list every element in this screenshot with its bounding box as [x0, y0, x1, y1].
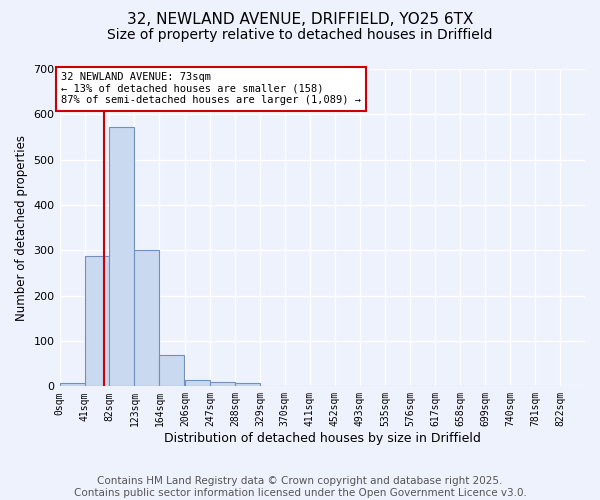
- Bar: [185, 380, 210, 386]
- Bar: [85, 256, 109, 386]
- Bar: [160, 354, 184, 386]
- Bar: [210, 382, 235, 386]
- Text: 32, NEWLAND AVENUE, DRIFFIELD, YO25 6TX: 32, NEWLAND AVENUE, DRIFFIELD, YO25 6TX: [127, 12, 473, 28]
- Bar: [134, 250, 160, 386]
- Y-axis label: Number of detached properties: Number of detached properties: [15, 134, 28, 320]
- Text: 32 NEWLAND AVENUE: 73sqm
← 13% of detached houses are smaller (158)
87% of semi-: 32 NEWLAND AVENUE: 73sqm ← 13% of detach…: [61, 72, 361, 106]
- Bar: [235, 382, 260, 386]
- Bar: [109, 127, 134, 386]
- Bar: [59, 383, 85, 386]
- Text: Contains HM Land Registry data © Crown copyright and database right 2025.
Contai: Contains HM Land Registry data © Crown c…: [74, 476, 526, 498]
- Text: Size of property relative to detached houses in Driffield: Size of property relative to detached ho…: [107, 28, 493, 42]
- X-axis label: Distribution of detached houses by size in Driffield: Distribution of detached houses by size …: [164, 432, 481, 445]
